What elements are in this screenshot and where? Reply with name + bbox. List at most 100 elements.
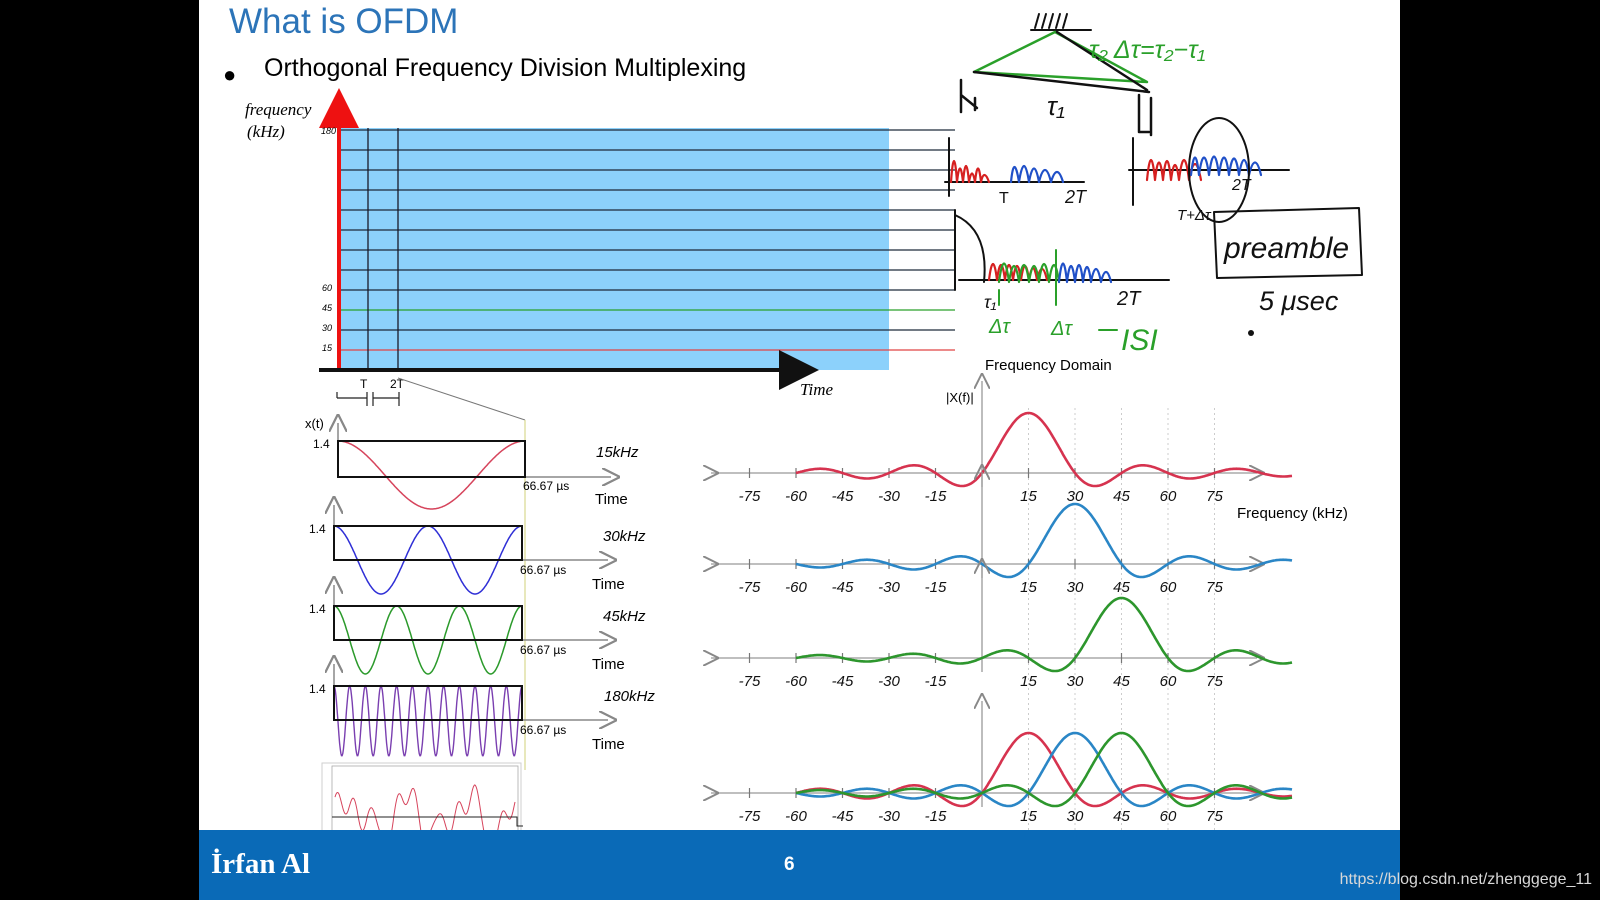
waveform-30khz: 1.4 30kHz 66.67 µs Time — [309, 505, 646, 595]
waveform-30-box — [333, 525, 523, 561]
sketch2-tx-label: T+Δτ — [1177, 207, 1212, 224]
waveform-15-duration: 66.67 µs — [523, 479, 569, 493]
panel-2-series-0 — [795, 596, 1293, 673]
grid-xlabel: Time — [800, 380, 834, 399]
sender-sketch-icon — [959, 78, 979, 114]
panel-2-tick-label: 15 — [1020, 673, 1037, 690]
zoom-line — [397, 377, 526, 421]
panel-0-tick-label: 30 — [1067, 488, 1084, 505]
panel-0-series-0 — [795, 411, 1293, 488]
panel-3-tick-label: 60 — [1160, 808, 1177, 825]
panel-0-tick-label: -45 — [832, 488, 854, 505]
panel-0-tick-label: 60 — [1160, 488, 1177, 505]
watermark: https://blog.csdn.net/zhenggege_11 — [1339, 871, 1592, 888]
receiver-sketch-icon — [1137, 93, 1153, 137]
panel-2-tick-label: -60 — [785, 673, 807, 690]
xt-label: x(t) — [305, 416, 324, 431]
waveform-45khz: 1.4 45kHz 66.67 µs Time — [309, 585, 646, 675]
waveform-30-time: Time — [592, 576, 625, 593]
waveform-180-amp: 1.4 — [309, 682, 326, 696]
panel-3-tick-label: -15 — [925, 808, 947, 825]
panel-1-tick-label: 15 — [1020, 579, 1037, 596]
panel-2-tick-label: 75 — [1206, 673, 1223, 690]
dtau-annotation-1: Δτ — [988, 316, 1011, 338]
frequency-domain-chart: Frequency Domain |X(f)| Frequency (kHz) … — [711, 357, 1348, 835]
waveform-180-time: Time — [592, 736, 625, 753]
t-bracket — [336, 392, 400, 406]
2t-label: 2T — [390, 377, 405, 391]
panel-3-series-0 — [795, 731, 1293, 808]
panel-3-tick-label: -45 — [832, 808, 854, 825]
waveform-180-box — [333, 685, 523, 721]
panel-0-tick-label: 15 — [1020, 488, 1037, 505]
panel-3-tick-label: 15 — [1020, 808, 1037, 825]
grid-ylabel-1: frequency — [245, 100, 312, 119]
panel-2-tick-label: 60 — [1160, 673, 1177, 690]
waveform-45-label: 45kHz — [603, 608, 646, 625]
preamble-annotation: preamble — [1223, 232, 1349, 265]
multipath-green-lines — [972, 30, 1149, 84]
handwritten-annotations: τ₂ Δτ=τ₂−τ₁ τ₁ T 2T 2T T+Δτ preamble — [944, 13, 1363, 357]
panel-1-tick-label: 60 — [1160, 579, 1177, 596]
dtau-annotation-2: Δτ — [1050, 318, 1073, 340]
ytick-45: 45 — [322, 303, 333, 313]
sketch2-2t-label: 2T — [1231, 177, 1252, 194]
preamble-box: preamble — [1213, 207, 1363, 279]
waveform-30-duration: 66.67 µs — [520, 563, 566, 577]
tau1-annotation: τ₁ — [1047, 91, 1065, 121]
waveform-15-box — [337, 440, 526, 478]
sketch3-2t-label: 2T — [1116, 288, 1142, 310]
waveform-15khz: x(t) 1.4 15kHz 66.67 µs Time — [305, 416, 639, 510]
tower-icon — [1030, 13, 1092, 31]
panel-0-tick-label: -30 — [878, 488, 900, 505]
waveform-45-time: Time — [592, 656, 625, 673]
ytick-180: 180 — [321, 126, 336, 136]
waveform-30-amp: 1.4 — [309, 522, 326, 536]
panel-1-tick-label: 45 — [1113, 579, 1130, 596]
panel-1-tick-label: -60 — [785, 579, 807, 596]
delta-tau-annotation: τ₂ Δτ=τ₂−τ₁ — [1089, 36, 1205, 64]
sketch-2: 2T T+Δτ — [1128, 117, 1290, 224]
panel-3-series-1 — [795, 731, 1293, 808]
panel-3-tick-label: -30 — [878, 808, 900, 825]
panel-1-series-0 — [795, 502, 1293, 579]
t-label: T — [360, 377, 368, 391]
panel-3-series-2 — [795, 731, 1293, 808]
waveform-15-time: Time — [595, 491, 628, 508]
panel-1-tick-label: -45 — [832, 579, 854, 596]
sketch1-t-label: T — [999, 190, 1009, 207]
grid-lines — [339, 129, 955, 351]
ofdm-sum-baseline — [332, 816, 523, 827]
waveform-45-amp: 1.4 — [309, 602, 326, 616]
author-name: İrfan Al — [211, 848, 311, 880]
sketch-3: τ₁ 2T Δτ Δτ ISI — [954, 209, 1170, 357]
panel-2-tick-label: 45 — [1113, 673, 1130, 690]
panel-3-tick-label: -75 — [739, 808, 761, 825]
panel-0-tick-label: -75 — [739, 488, 761, 505]
waveform-45-curve — [333, 605, 523, 675]
panel-0-tick-label: 45 — [1113, 488, 1130, 505]
slide-title: What is OFDM — [229, 2, 459, 41]
waveform-15-curve — [338, 440, 525, 510]
panel-0-tick-label: -60 — [785, 488, 807, 505]
panel-2-tick-label: 30 — [1067, 673, 1084, 690]
panel-3-tick-label: -60 — [785, 808, 807, 825]
ytick-15: 15 — [322, 343, 333, 353]
waveform-180khz: 1.4 180kHz 66.67 µs Time — [309, 664, 655, 757]
time-domain-waveforms: x(t) 1.4 15kHz 66.67 µs Time 1.4 30kHz 6… — [305, 416, 655, 757]
panel-1-tick-label: -15 — [925, 579, 947, 596]
sketch-1: T 2T — [944, 137, 1088, 207]
panel-1-tick-label: -30 — [878, 579, 900, 596]
waveform-180-duration: 66.67 µs — [520, 723, 566, 737]
sketch3-tau1-label: τ₁ — [984, 292, 997, 312]
bullet-dot-icon: ● — [223, 62, 237, 87]
isi-annotation: ISI — [1121, 324, 1158, 357]
grid-ylabel-2: (kHz) — [247, 122, 285, 141]
ytick-30: 30 — [322, 323, 332, 333]
waveform-45-duration: 66.67 µs — [520, 643, 566, 657]
panel-3-tick-label: 30 — [1067, 808, 1084, 825]
five-usec-annotation: 5 μsec — [1259, 286, 1339, 316]
bullet-text: Orthogonal Frequency Division Multiplexi… — [264, 54, 747, 82]
panel-3-tick-label: 45 — [1113, 808, 1130, 825]
panel-2-tick-label: -75 — [739, 673, 761, 690]
